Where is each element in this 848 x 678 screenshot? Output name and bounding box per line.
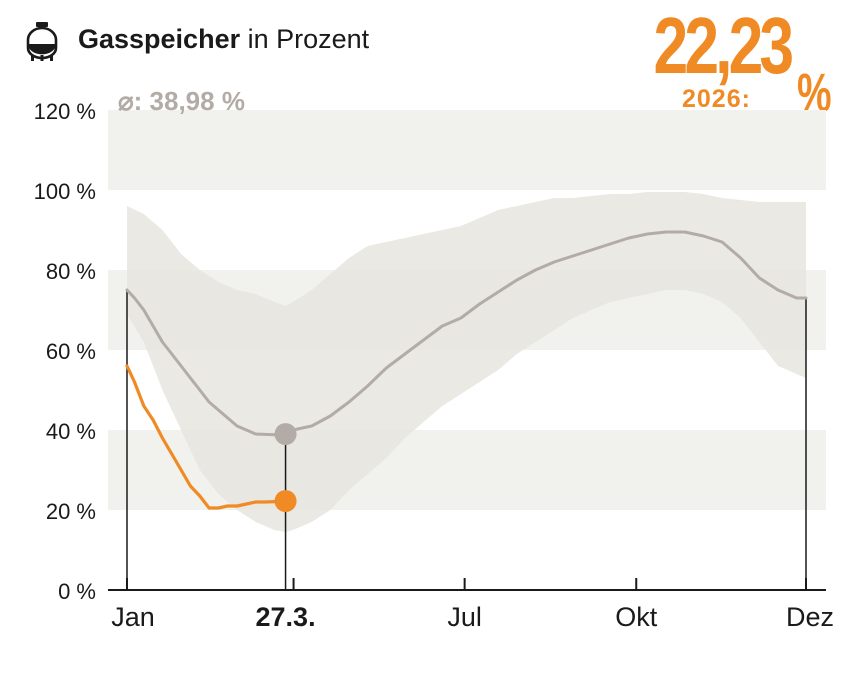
y-tick-label-1: 20 % — [46, 499, 96, 524]
value-markers — [274, 423, 297, 513]
y-tick-label-4: 80 % — [46, 259, 96, 284]
chart-title-rest: in Prozent — [247, 24, 370, 54]
y-tick-label-2: 40 % — [46, 419, 96, 444]
x-tick-label-1: 27.3. — [256, 602, 316, 632]
series-line-current — [125, 364, 288, 510]
x-tick-label-0: Jan — [111, 602, 155, 632]
historic-range — [127, 192, 806, 532]
current-year-label: 2026: — [682, 85, 751, 113]
series-line-average — [125, 230, 808, 437]
marker-average — [274, 423, 297, 446]
historic-range-band — [127, 192, 806, 532]
average-annotation: ⌀: 38,98 % — [118, 86, 245, 116]
y-tick-label-5: 100 % — [34, 179, 96, 204]
x-tick-label-4: Dez — [786, 602, 834, 632]
y-tick-label-6: 120 % — [34, 99, 96, 124]
chart-title-bold: Gasspeicher — [78, 24, 241, 54]
band-stripe-2 — [108, 110, 826, 190]
axes: Jan 27.3. Jul Okt Dez 0 % 20 % 40 % 60 % 80 % 100 … — [34, 99, 834, 632]
y-tick-label-0: 0 % — [58, 579, 96, 604]
x-tick-label-2: Jul — [447, 602, 482, 632]
current-value: 22,23 — [653, 1, 794, 90]
x-tick-label-3: Okt — [615, 602, 658, 632]
gas-tank-icon — [26, 22, 58, 61]
chart-header: Gasspeicher in Prozent 22,23 2026: % — [0, 0, 848, 123]
chart-title: Gasspeicher in Prozent — [78, 24, 369, 55]
series-lines — [125, 230, 808, 510]
y-tick-label-3: 60 % — [46, 339, 96, 364]
marker-current — [274, 490, 297, 513]
